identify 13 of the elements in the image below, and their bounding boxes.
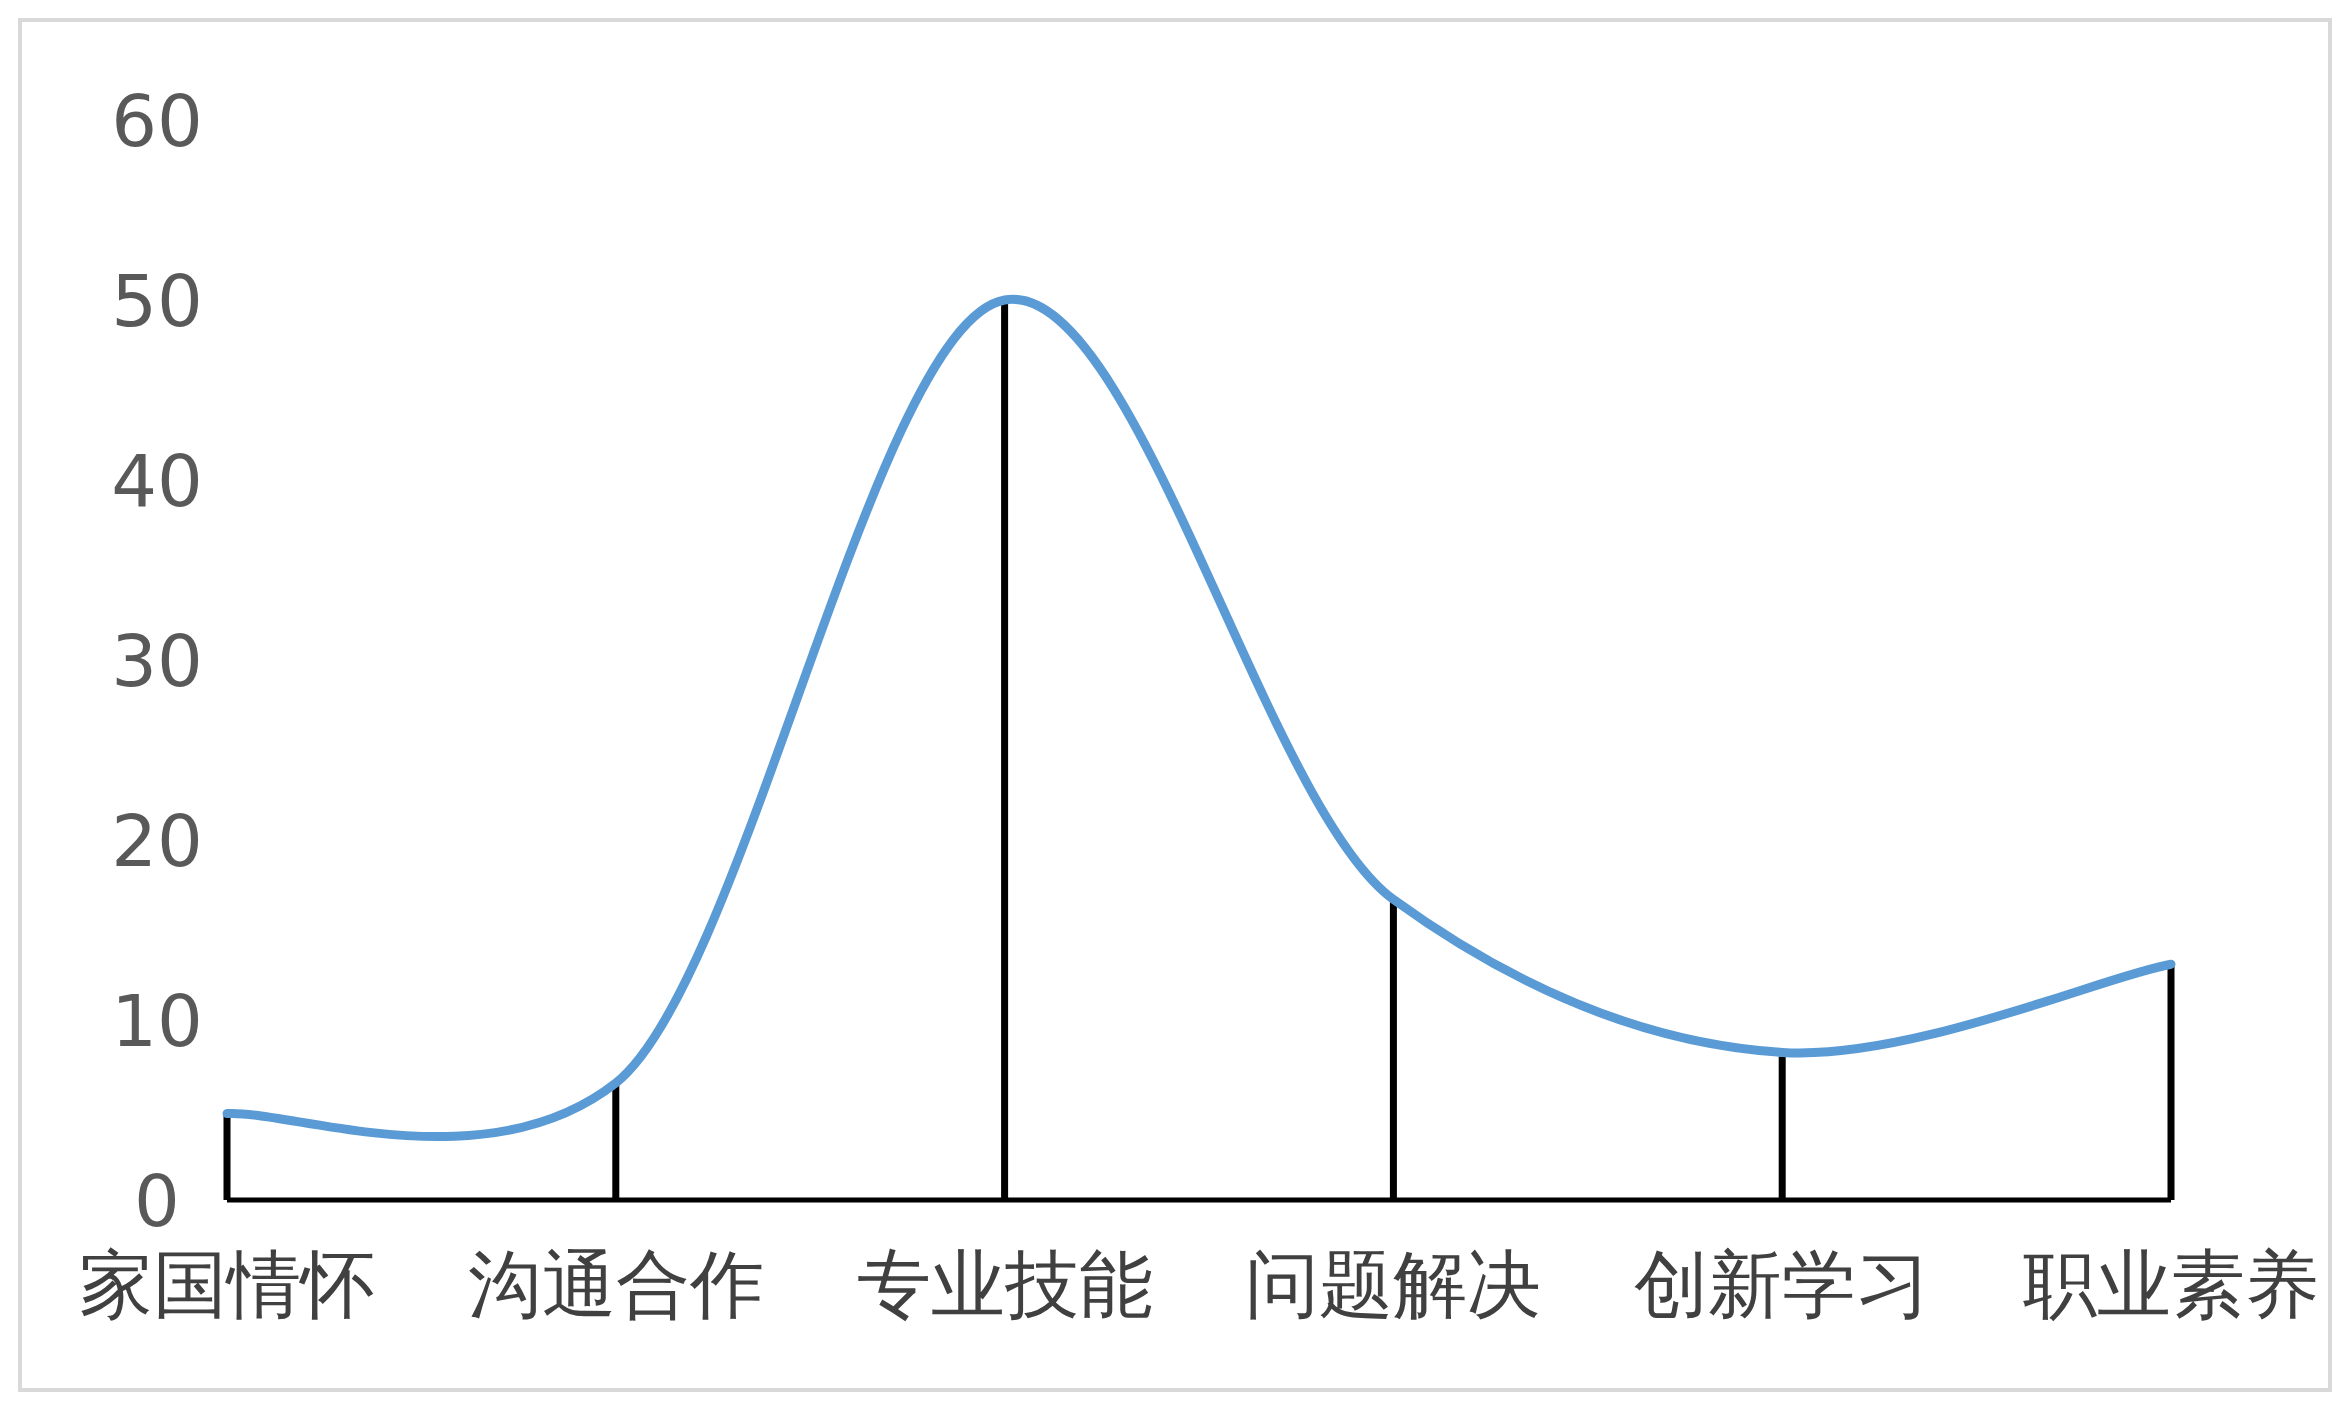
y-tick-label: 10 (111, 979, 203, 1063)
x-tick-label: 专业技能 (856, 1241, 1153, 1327)
x-tick-label: 问题解决 (1245, 1241, 1542, 1327)
y-tick-label: 0 (134, 1159, 180, 1243)
x-tick-label: 沟通合作 (467, 1241, 764, 1327)
x-tick-label: 家国情怀 (79, 1241, 375, 1327)
x-tick-label: 职业素养 (2023, 1241, 2319, 1327)
y-tick-label: 40 (111, 439, 203, 523)
y-tick-label: 60 (111, 79, 203, 163)
y-tick-label: 50 (111, 259, 203, 343)
y-tick-label: 20 (111, 799, 203, 883)
x-tick-label: 创新学习 (1634, 1241, 1931, 1327)
y-tick-label: 30 (111, 619, 203, 703)
